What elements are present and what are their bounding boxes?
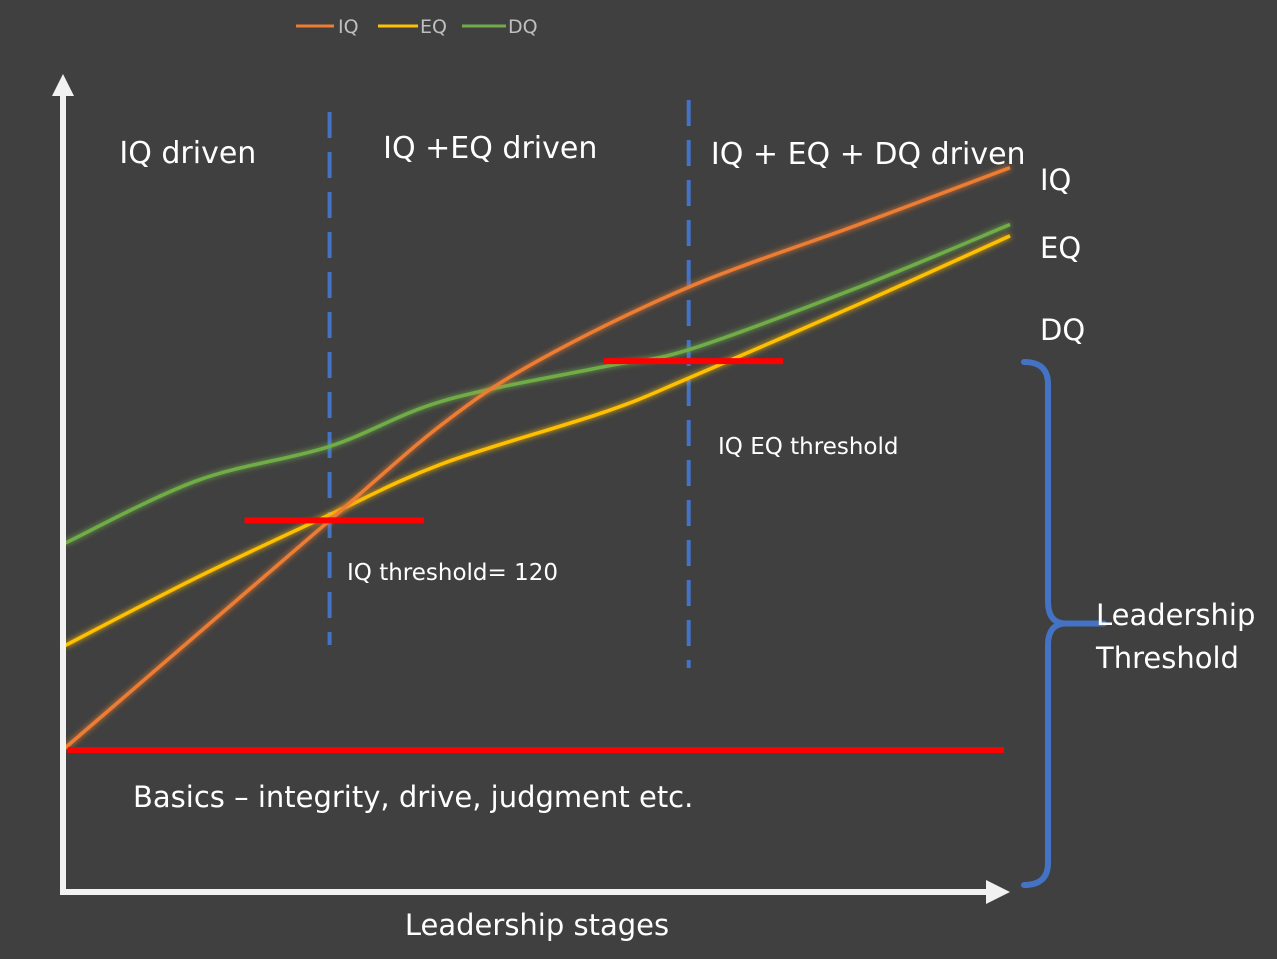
series-end-label-dq: DQ	[1040, 313, 1085, 347]
x-axis-label: Leadership stages	[405, 908, 669, 942]
region-label-iq-eq-driven: IQ +EQ driven	[383, 131, 597, 166]
region-label-iq-eq-dq-driven: IQ + EQ + DQ driven	[711, 137, 1026, 172]
y-axis-arrowhead	[52, 74, 74, 96]
iq-eq-threshold-label: IQ EQ threshold	[718, 434, 898, 460]
leadership-threshold-label-line2: Threshold	[1095, 641, 1239, 675]
iq-threshold-label: IQ threshold= 120	[347, 560, 558, 586]
leadership-threshold-bracket	[1021, 359, 1107, 888]
region-label-iq-driven: IQ driven	[119, 136, 256, 171]
basics-label: Basics – integrity, drive, judgment etc.	[133, 780, 693, 814]
legend-label-iq: IQ	[338, 16, 359, 38]
leadership-threshold-label-line1: Leadership	[1096, 598, 1255, 632]
series-line-iq	[63, 165, 1011, 750]
x-axis-arrowhead	[986, 880, 1010, 904]
series-line-dq	[64, 222, 1011, 545]
legend-label-dq: DQ	[508, 16, 538, 38]
series-end-label-iq: IQ	[1040, 163, 1071, 197]
series-end-label-eq: EQ	[1040, 231, 1081, 265]
legend-label-eq: EQ	[420, 16, 447, 38]
series-line-eq	[64, 234, 1011, 648]
legend: IQ EQ DQ	[296, 16, 538, 38]
